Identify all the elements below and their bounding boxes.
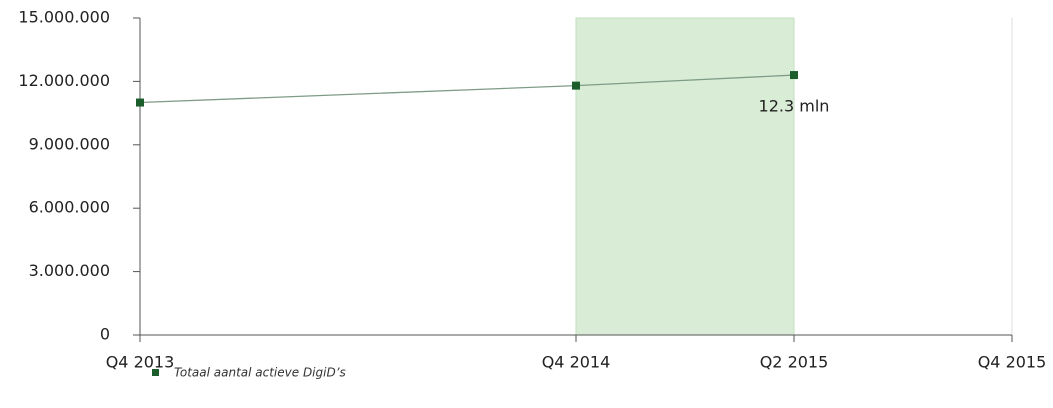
marker — [790, 71, 798, 80]
x-tick-label: Q4 2015 — [978, 353, 1047, 372]
marker — [136, 98, 144, 107]
value-label: 12.3 mln — [759, 97, 830, 116]
legend-swatch — [152, 369, 159, 376]
y-tick-label: 6.000.000 — [29, 198, 110, 217]
x-tick-label: Q4 2013 — [106, 353, 175, 372]
legend-label: Totaal aantal actieve DigiD’s — [174, 366, 346, 380]
y-tick-label: 12.000.000 — [18, 71, 110, 90]
marker — [572, 81, 580, 90]
y-tick-label: 15.000.000 — [18, 8, 110, 27]
y-tick-label: 3.000.000 — [29, 261, 110, 280]
x-tick-label: Q4 2014 — [542, 353, 611, 372]
x-tick-label: Q2 2015 — [760, 353, 829, 372]
y-tick-label: 0 — [100, 325, 110, 344]
y-tick-label: 9.000.000 — [29, 134, 110, 153]
highlight-band — [575, 17, 795, 336]
